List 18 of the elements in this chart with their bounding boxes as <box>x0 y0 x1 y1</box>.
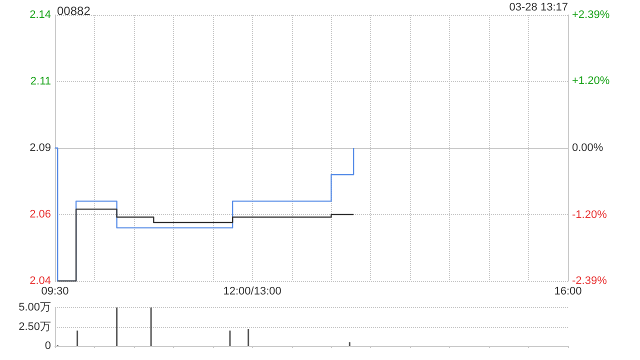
y-tick-label: 2.11 <box>30 76 51 88</box>
y-tick-label: 5.00万 <box>18 302 51 314</box>
chart-title: 00882 <box>57 4 91 18</box>
y2-tick-label: 0.00% <box>572 142 604 154</box>
y-tick-label: 2.04 <box>30 275 51 287</box>
x-tick-label: 12:00/13:00 <box>223 286 282 298</box>
x-tick-label: 09:30 <box>41 286 69 298</box>
y2-tick-label: -2.39% <box>572 275 608 287</box>
y2-tick-label: +1.20% <box>572 75 610 88</box>
y2-tick-label: -1.20% <box>572 208 608 221</box>
y-tick-label: 2.06 <box>30 208 51 220</box>
y-tick-label: 2.14 <box>30 9 51 21</box>
y2-tick-label: +2.39% <box>572 9 610 21</box>
text: 03-28 13:17 <box>509 2 568 14</box>
y-tick-label: 0 <box>44 340 51 352</box>
y-tick-label: 2.50万 <box>18 320 51 333</box>
x-tick-label: 16:00 <box>554 286 582 298</box>
y-tick-label: 2.09 <box>30 142 51 154</box>
